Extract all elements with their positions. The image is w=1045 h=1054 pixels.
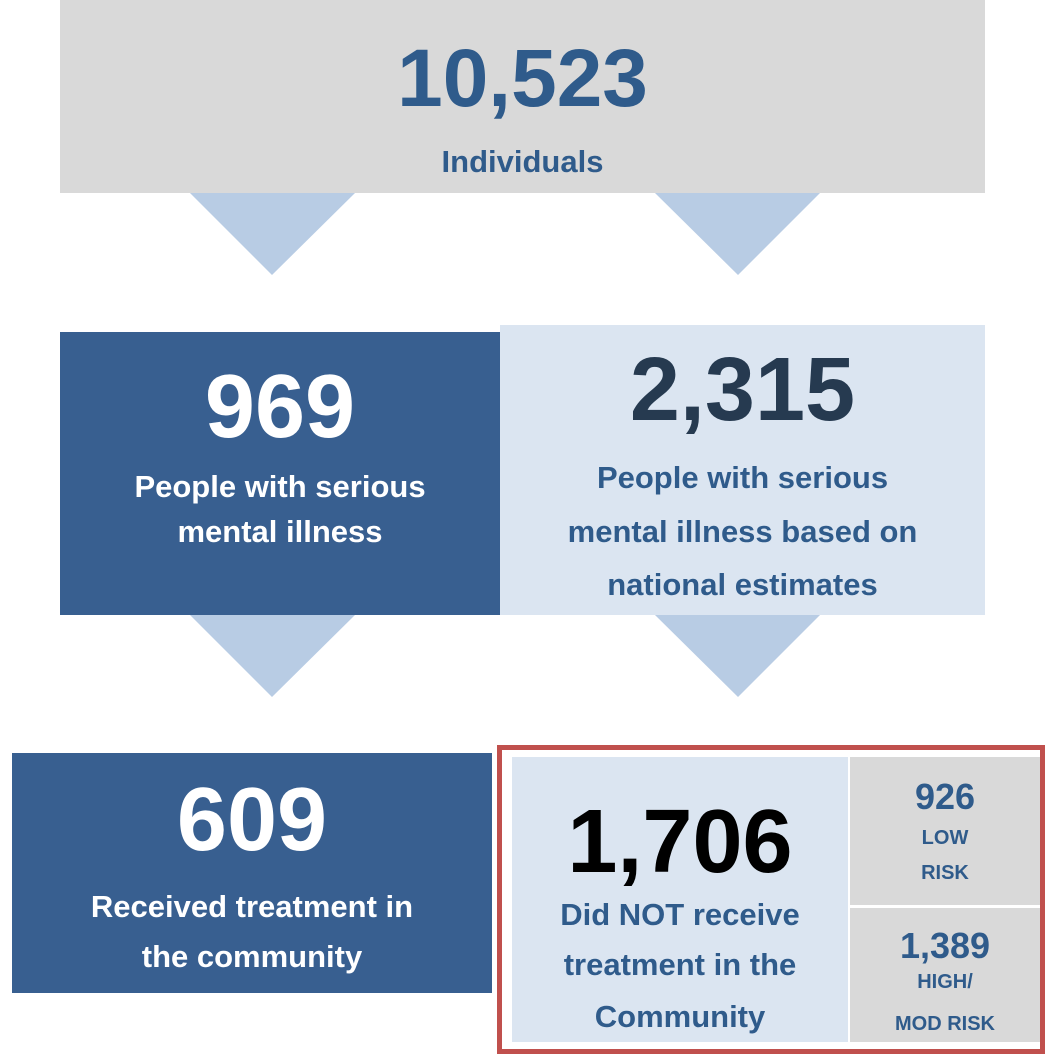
treated-label: the community bbox=[141, 939, 363, 974]
arrow bbox=[655, 193, 820, 275]
treated-box: 609 Received treatment in the community bbox=[12, 753, 492, 993]
low-risk-box: 926 LOW RISK bbox=[850, 757, 1040, 905]
high-risk-box: 1,389 HIGH/ MOD RISK bbox=[850, 908, 1040, 1042]
untreated-frame: 1,706 Did NOT receive treatment in the C… bbox=[497, 745, 1045, 1054]
untreated-label: Did NOT receive bbox=[560, 897, 800, 932]
treated-label: Received treatment in bbox=[90, 889, 414, 924]
low-risk-value: 926 bbox=[914, 776, 976, 817]
smi-label: People with serious bbox=[134, 469, 426, 504]
untreated-label: treatment in the bbox=[563, 947, 797, 982]
smi-value: 969 bbox=[204, 357, 356, 457]
total-box: 10,523 Individuals bbox=[60, 0, 985, 193]
arrow bbox=[190, 615, 355, 697]
high-risk-value: 1,389 bbox=[899, 925, 991, 966]
estimate-label: People with serious bbox=[596, 460, 889, 495]
treated-value: 609 bbox=[176, 770, 328, 870]
low-risk-label: LOW bbox=[921, 827, 969, 849]
untreated-label: Community bbox=[594, 999, 766, 1034]
high-risk-label: MOD RISK bbox=[895, 1013, 995, 1035]
arrow bbox=[190, 193, 355, 275]
estimate-label: national estimates bbox=[607, 567, 878, 602]
smi-box: 969 People with serious mental illness bbox=[60, 332, 500, 615]
estimate-value: 2,315 bbox=[629, 340, 856, 440]
arrow bbox=[655, 615, 820, 697]
untreated-value: 1,706 bbox=[567, 792, 793, 892]
low-risk-label: RISK bbox=[921, 862, 969, 884]
smi-label: mental illness bbox=[177, 514, 383, 549]
untreated-box: 1,706 Did NOT receive treatment in the C… bbox=[512, 757, 848, 1042]
high-risk-label: HIGH/ bbox=[917, 971, 973, 993]
estimate-label: mental illness based on bbox=[567, 514, 918, 549]
total-label: Individuals bbox=[441, 144, 604, 179]
estimate-box: 2,315 People with serious mental illness… bbox=[500, 325, 985, 615]
total-value: 10,523 bbox=[397, 33, 648, 124]
